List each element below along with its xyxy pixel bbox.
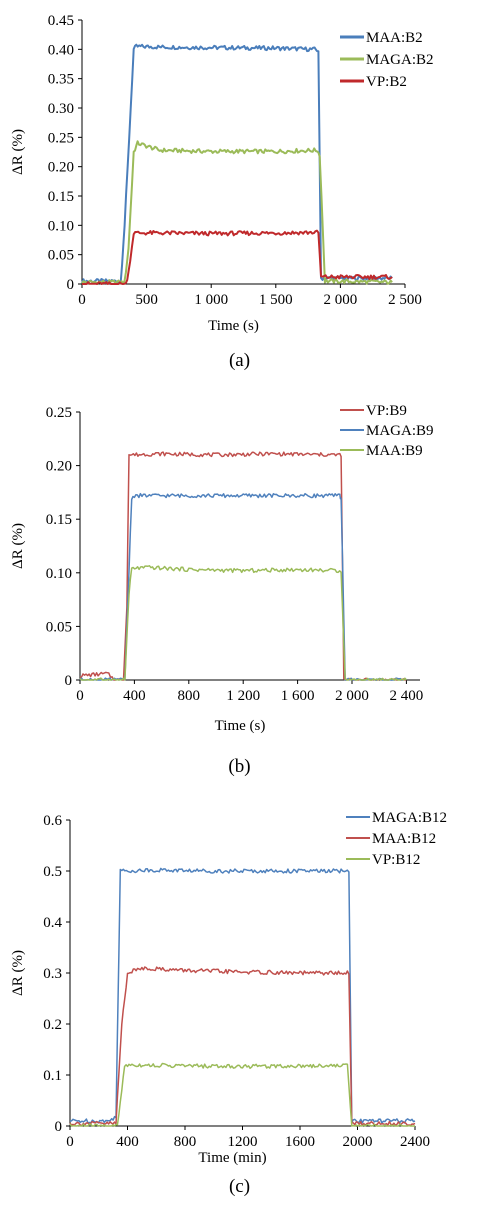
chart-panel-c: 0 0.1 0.2 0.3 0.4 0.5 0.6 0 400 800 1200 1600 2000 24…: [0, 800, 479, 1207]
y-tick-label: 0.40: [48, 42, 74, 58]
y-tick-label: 0.5: [43, 864, 62, 880]
chart-panel-b: 0 0.05 0.10 0.15 0.20 0.25 0 400 800 1 200 1 600 2 …: [0, 390, 479, 790]
x-axis-title: Time (s): [208, 318, 259, 334]
x-tick-label: 1 000: [194, 292, 228, 308]
x-tick-label: 400: [116, 1134, 139, 1150]
x-axis-title: Time (min): [198, 1150, 266, 1166]
y-tick-label: 0.4: [43, 915, 62, 931]
panel-label-a: (a): [228, 350, 251, 371]
y-tick-label: 0.20: [46, 459, 72, 475]
legend-label: VP:B9: [366, 403, 407, 419]
legend-label: VP:B2: [366, 74, 407, 90]
y-tick-label: 0.10: [48, 218, 74, 234]
legend-label: MAA:B2: [366, 30, 423, 46]
y-tick-label: 0.15: [46, 512, 72, 528]
y-tick-label: 0: [65, 673, 73, 689]
x-tick-label: 0: [76, 688, 84, 704]
y-axis-title: ΔR (%): [10, 129, 26, 175]
y-axis-title: ΔR (%): [10, 523, 26, 569]
y-tick-label: 0.15: [48, 189, 74, 205]
y-tick-label: 0.45: [48, 13, 74, 29]
series-line: [79, 565, 407, 681]
x-tick-label: 400: [123, 688, 146, 704]
legend-label: MAA:B9: [366, 443, 423, 459]
legend-label: MAGA:B9: [366, 423, 434, 439]
x-tick-label: 0: [66, 1134, 74, 1150]
x-tick-label: 800: [174, 1134, 197, 1150]
x-tick-label: 2400: [400, 1134, 430, 1150]
y-tick-label: 0.2: [43, 1017, 62, 1033]
x-tick-label: 800: [178, 688, 201, 704]
series-line: [69, 966, 416, 1127]
x-tick-label: 1200: [228, 1134, 258, 1150]
y-tick-label: 0: [67, 277, 75, 293]
x-tick-label: 0: [78, 292, 86, 308]
y-tick-label: 0.25: [48, 130, 74, 146]
chart-b-svg: 0 0.05 0.10 0.15 0.20 0.25 0 400 800 1 200 1 600 2 …: [10, 403, 434, 734]
y-tick-label: 0.25: [46, 405, 72, 421]
y-tick-label: 0.1: [43, 1068, 62, 1084]
x-tick-label: 1 600: [281, 688, 315, 704]
y-axis-title: ΔR (%): [10, 950, 26, 996]
y-tick-label: 0.05: [48, 248, 74, 264]
x-tick-label: 500: [135, 292, 158, 308]
chart-panel-a: 0 0.05 0.10 0.15 0.20 0.25 0.30 0.35 0.40 0.45 0 50…: [0, 0, 479, 380]
legend-label: VP:B12: [372, 852, 420, 868]
chart-c-svg: 0 0.1 0.2 0.3 0.4 0.5 0.6 0 400 800 1200 1600 2000 24…: [10, 810, 447, 1166]
legend-label: MAGA:B12: [372, 810, 447, 826]
y-tick-label: 0.05: [46, 619, 72, 635]
y-tick-label: 0: [55, 1119, 63, 1135]
y-tick-label: 0.10: [46, 566, 72, 582]
chart-a-svg: 0 0.05 0.10 0.15 0.20 0.25 0.30 0.35 0.40 0.45 0 50…: [10, 13, 434, 334]
y-tick-label: 0.3: [43, 966, 62, 982]
y-tick-label: 0.20: [48, 160, 74, 176]
y-tick-label: 0.35: [48, 72, 74, 88]
y-tick-label: 0.6: [43, 813, 62, 829]
x-tick-label: 2 000: [324, 292, 358, 308]
x-tick-label: 1 500: [259, 292, 293, 308]
x-tick-label: 2 000: [335, 688, 369, 704]
panel-label-c: (c): [228, 1176, 251, 1197]
x-tick-label: 1 200: [226, 688, 260, 704]
legend-label: MAGA:B2: [366, 52, 434, 68]
legend-label: MAA:B12: [372, 831, 436, 847]
x-tick-label: 2000: [343, 1134, 373, 1150]
y-tick-label: 0.30: [48, 101, 74, 117]
series-line: [69, 1062, 415, 1127]
x-axis-title: Time (s): [215, 718, 266, 734]
series-line: [82, 229, 393, 285]
x-tick-label: 1600: [285, 1134, 315, 1150]
series-line: [81, 140, 393, 285]
panel-label-b: (b): [228, 756, 251, 777]
x-tick-label: 2 400: [390, 688, 424, 704]
x-tick-label: 2 500: [388, 292, 422, 308]
